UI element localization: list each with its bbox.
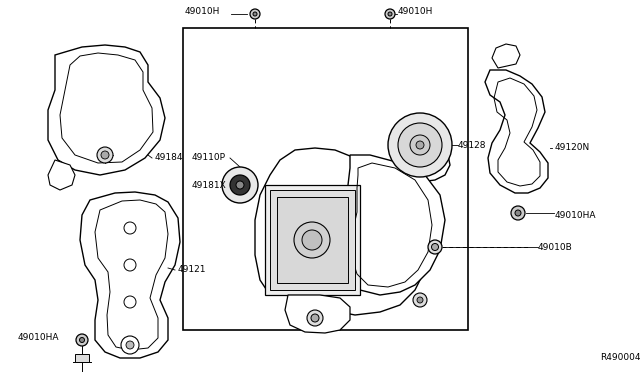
Bar (270, 190, 355, 290)
Circle shape (385, 9, 395, 19)
Circle shape (311, 314, 319, 322)
Circle shape (76, 334, 88, 346)
Bar (75, 354, 89, 362)
Text: 49010H: 49010H (185, 7, 220, 16)
Circle shape (126, 341, 134, 349)
Circle shape (515, 210, 521, 216)
Circle shape (124, 222, 136, 234)
Circle shape (250, 9, 260, 19)
Circle shape (302, 230, 322, 250)
Circle shape (307, 310, 323, 326)
Circle shape (388, 113, 452, 177)
Circle shape (416, 141, 424, 149)
Circle shape (398, 123, 442, 167)
Circle shape (417, 297, 423, 303)
Polygon shape (485, 70, 548, 193)
Circle shape (230, 175, 250, 195)
Circle shape (431, 244, 438, 250)
Circle shape (236, 181, 244, 189)
Bar (277, 197, 348, 283)
Text: R4900044: R4900044 (600, 353, 640, 362)
Circle shape (101, 151, 109, 159)
Text: 49184: 49184 (155, 154, 184, 163)
Circle shape (388, 12, 392, 16)
Circle shape (410, 135, 430, 155)
Text: 49120N: 49120N (555, 144, 590, 153)
Circle shape (253, 12, 257, 16)
Circle shape (428, 240, 442, 254)
Text: 49110P: 49110P (192, 154, 226, 163)
Text: 49181X: 49181X (192, 180, 227, 189)
Circle shape (124, 296, 136, 308)
Polygon shape (48, 45, 165, 175)
Polygon shape (80, 192, 180, 358)
Text: 49010HA: 49010HA (18, 333, 60, 341)
Circle shape (121, 336, 139, 354)
Polygon shape (342, 155, 445, 295)
Circle shape (97, 147, 113, 163)
Circle shape (511, 206, 525, 220)
Bar (183, 28, 468, 330)
Text: 49128: 49128 (458, 141, 486, 150)
Polygon shape (492, 44, 520, 68)
Polygon shape (285, 295, 350, 333)
Circle shape (413, 293, 427, 307)
Text: 49121: 49121 (178, 266, 207, 275)
Circle shape (124, 259, 136, 271)
Text: 49010H: 49010H (398, 7, 433, 16)
Circle shape (79, 337, 84, 343)
Bar (265, 185, 360, 295)
Text: 49010B: 49010B (538, 243, 573, 251)
Circle shape (294, 222, 330, 258)
Text: 49010HA: 49010HA (555, 211, 596, 219)
Circle shape (222, 167, 258, 203)
Polygon shape (48, 160, 75, 190)
Polygon shape (255, 148, 450, 315)
